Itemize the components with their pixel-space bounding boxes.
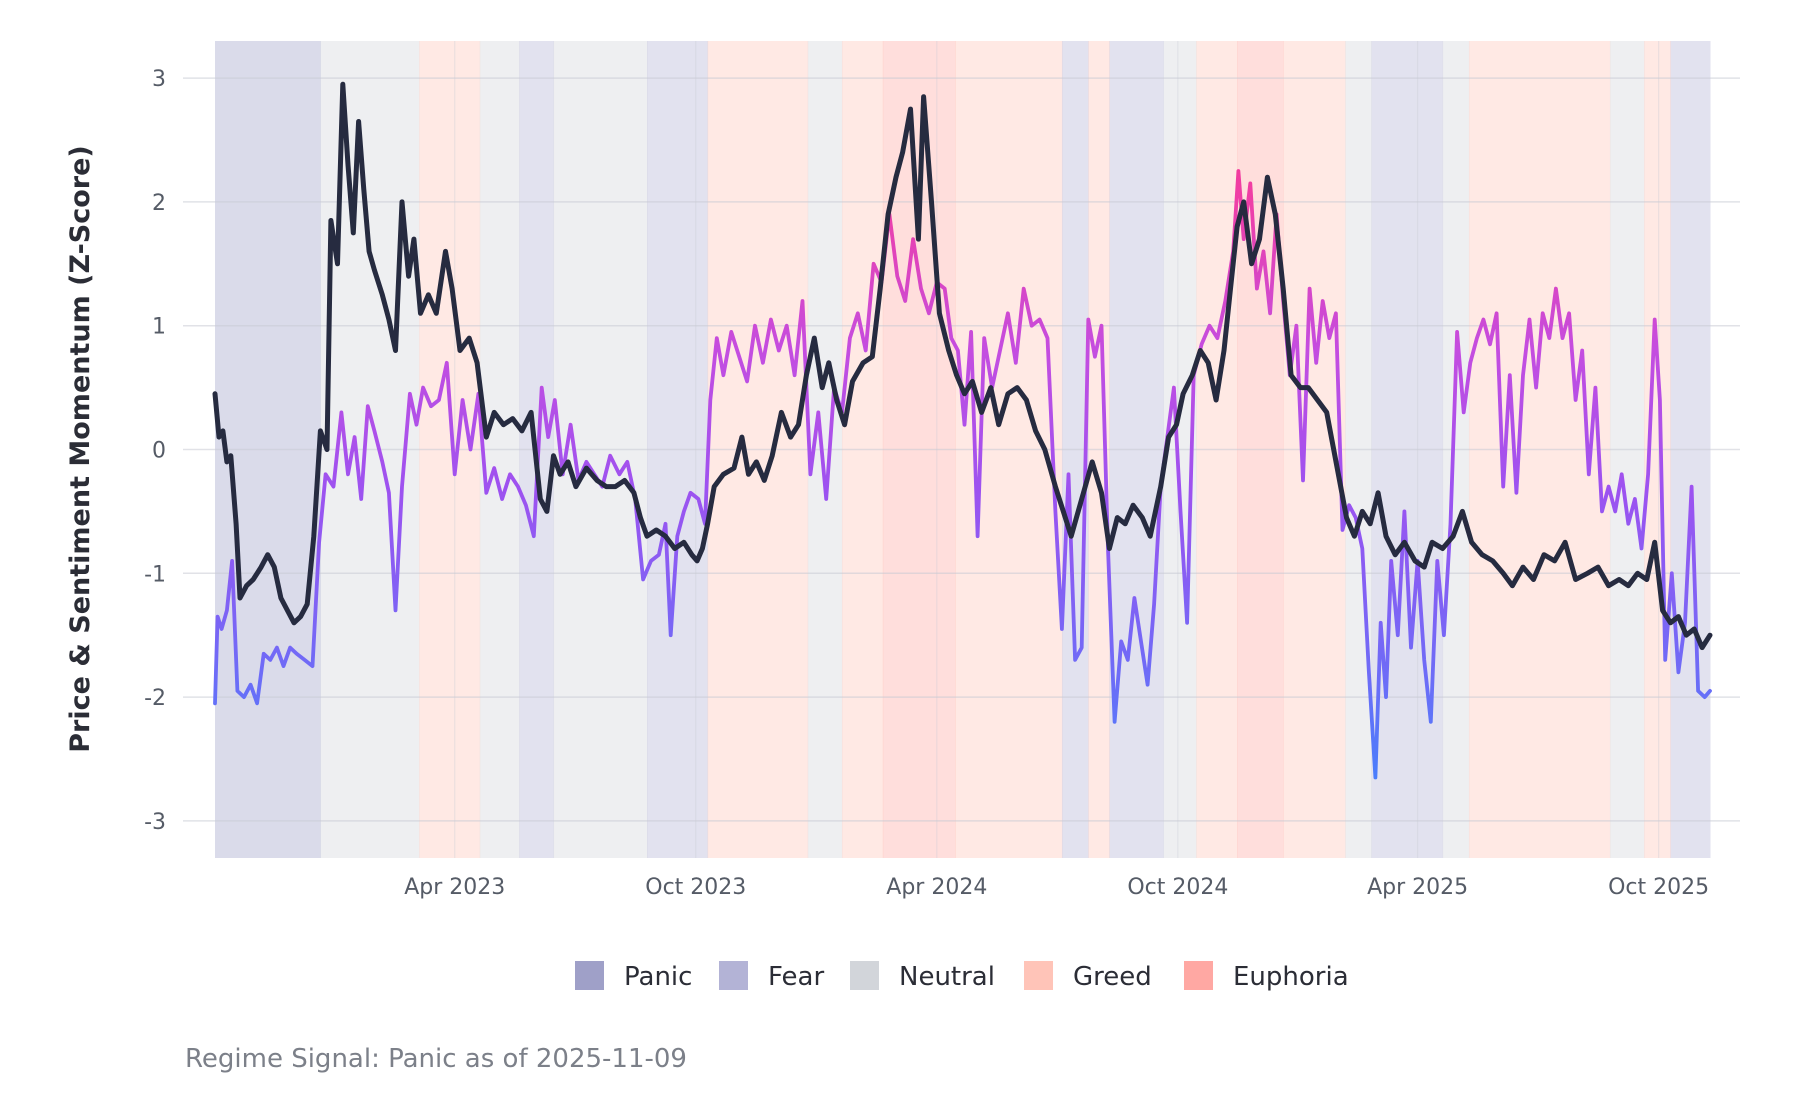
legend-label-euphoria: Euphoria <box>1233 962 1349 992</box>
sentiment-momentum-line <box>213 169 1712 780</box>
legend-swatch-fear <box>719 961 748 990</box>
price-momentum-line <box>212 81 1713 651</box>
x-tick-label: Apr 2025 <box>1367 875 1468 900</box>
y-tick-label: 3 <box>152 67 166 92</box>
regime-caption: Regime Signal: Panic as of 2025-11-09 <box>185 1044 687 1074</box>
x-tick-label: Oct 2023 <box>645 875 746 900</box>
legend-swatch-panic <box>575 961 604 990</box>
y-tick-label: -3 <box>144 810 166 835</box>
y-tick-label: -1 <box>144 562 166 587</box>
legend-swatch-neutral <box>850 961 879 990</box>
legend-label-fear: Fear <box>768 962 824 992</box>
legend-label-panic: Panic <box>624 962 692 992</box>
y-axis-label: Price & Sentiment Momentum (Z-Score) <box>65 145 96 753</box>
x-tick-label: Apr 2024 <box>886 875 987 900</box>
y-tick-label: 1 <box>152 315 166 340</box>
legend-label-greed: Greed <box>1073 962 1152 992</box>
x-tick-label: Apr 2023 <box>404 875 505 900</box>
legend: Panic Fear Neutral Greed Euphoria <box>575 961 1349 992</box>
series-lines <box>212 81 1713 780</box>
legend-label-neutral: Neutral <box>899 962 995 992</box>
x-tick-label: Oct 2024 <box>1127 875 1228 900</box>
y-axis: -3 -2 -1 0 1 2 3 <box>144 67 166 835</box>
x-axis: Apr 2023 Oct 2023 Apr 2024 Oct 2024 Apr 2025… <box>404 875 1709 900</box>
x-tick-label: Oct 2025 <box>1608 875 1709 900</box>
y-tick-label: 0 <box>152 439 166 464</box>
legend-swatch-greed <box>1024 961 1053 990</box>
legend-swatch-euphoria <box>1184 961 1213 990</box>
y-tick-label: 2 <box>152 191 166 216</box>
y-tick-label: -2 <box>144 686 166 711</box>
